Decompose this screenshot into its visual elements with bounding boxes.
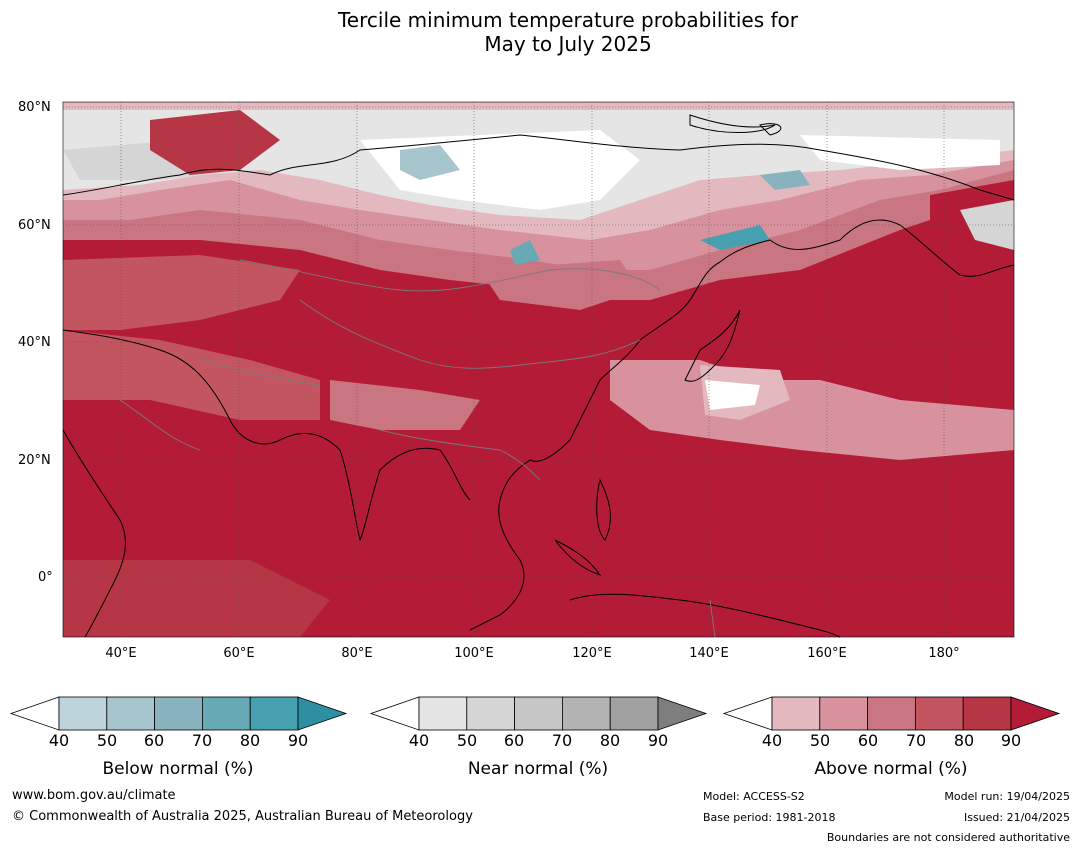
lon-label-180: 180° (928, 646, 960, 661)
copyright: © Commonwealth of Australia 2025, Austra… (12, 809, 473, 824)
issued-date: Issued: 21/04/2025 (963, 811, 1070, 824)
above-tick-60: 60 (857, 731, 879, 750)
below-tick-90: 90 (287, 731, 309, 750)
near-tick-80: 80 (599, 731, 621, 750)
graticule (63, 102, 1014, 637)
near-normal-colorbar-max-arrow (657, 696, 708, 731)
below-normal-colorbar-max-arrow (297, 696, 348, 731)
below-tick-40: 40 (48, 731, 70, 750)
country-boundaries (119, 259, 716, 638)
below-normal-colorbar-segment (106, 696, 156, 731)
map-title: Tercile minimum temperature probabilitie… (0, 8, 1081, 56)
above-normal-colorbar-segment (915, 696, 964, 731)
website-link[interactable]: www.bom.gov.au/climate (12, 788, 176, 803)
coastlines (62, 114, 1015, 638)
lat-label-60n: 60°N (18, 218, 51, 233)
lon-label-60e: 60°E (223, 646, 255, 661)
above-normal-colorbar-segment (771, 696, 821, 731)
above-tick-70: 70 (905, 731, 927, 750)
above-normal-colorbar-max-arrow (1010, 696, 1061, 731)
lon-label-100e: 100°E (454, 646, 494, 661)
lat-label-0: 0° (38, 570, 53, 585)
lat-label-20n: 20°N (18, 453, 51, 468)
below-tick-70: 70 (191, 731, 213, 750)
near-normal-colorbar-segment (562, 696, 611, 731)
below-normal-colorbar-segment (249, 696, 299, 731)
lon-label-120e: 120°E (572, 646, 612, 661)
below-normal-colorbar-min-arrow (9, 696, 60, 731)
near-normal-colorbar-segment (418, 696, 468, 731)
model-info: Model: ACCESS-S2 (703, 790, 805, 803)
model-run: Model run: 19/04/2025 (944, 790, 1070, 803)
near-tick-50: 50 (456, 731, 478, 750)
above-tick-50: 50 (809, 731, 831, 750)
colorbars (9, 696, 1061, 731)
near-normal-title: Near normal (%) (467, 759, 609, 779)
lat-label-80n: 80°N (18, 100, 51, 115)
near-tick-60: 60 (503, 731, 525, 750)
lon-label-80e: 80°E (341, 646, 373, 661)
below-normal-title: Below normal (%) (102, 759, 254, 779)
above-normal-title: Above normal (%) (814, 759, 968, 779)
above-normal-colorbar-min-arrow (722, 696, 773, 731)
below-normal-colorbar-segment (154, 696, 203, 731)
below-normal-colorbar-segment (58, 696, 108, 731)
above-tick-90: 90 (1000, 731, 1022, 750)
lat-label-40n: 40°N (18, 335, 51, 350)
above-normal-colorbar-segment (867, 696, 916, 731)
near-tick-40: 40 (408, 731, 430, 750)
lon-label-40e: 40°E (105, 646, 137, 661)
map-frame (62, 101, 1015, 638)
near-normal-colorbar-segment (466, 696, 515, 731)
lon-label-160e: 160°E (807, 646, 847, 661)
below-tick-50: 50 (96, 731, 118, 750)
above-normal-colorbar-segment (819, 696, 868, 731)
above-tick-80: 80 (953, 731, 975, 750)
near-normal-colorbar-segment (609, 696, 659, 731)
boundaries-note: Boundaries are not considered authoritat… (826, 831, 1070, 844)
below-normal-colorbar-segment (201, 696, 251, 731)
title-line-1: Tercile minimum temperature probabilitie… (337, 8, 799, 32)
below-tick-60: 60 (143, 731, 165, 750)
near-normal-colorbar-min-arrow (369, 696, 420, 731)
lon-label-140e: 140°E (689, 646, 729, 661)
probability-field (63, 102, 1014, 637)
above-normal-colorbar-segment (962, 696, 1012, 731)
title-line-2: May to July 2025 (484, 32, 652, 56)
near-normal-colorbar-segment (514, 696, 563, 731)
base-period: Base period: 1981-2018 (703, 811, 836, 824)
near-tick-90: 90 (647, 731, 669, 750)
below-tick-80: 80 (239, 731, 261, 750)
near-tick-70: 70 (551, 731, 573, 750)
above-tick-40: 40 (761, 731, 783, 750)
